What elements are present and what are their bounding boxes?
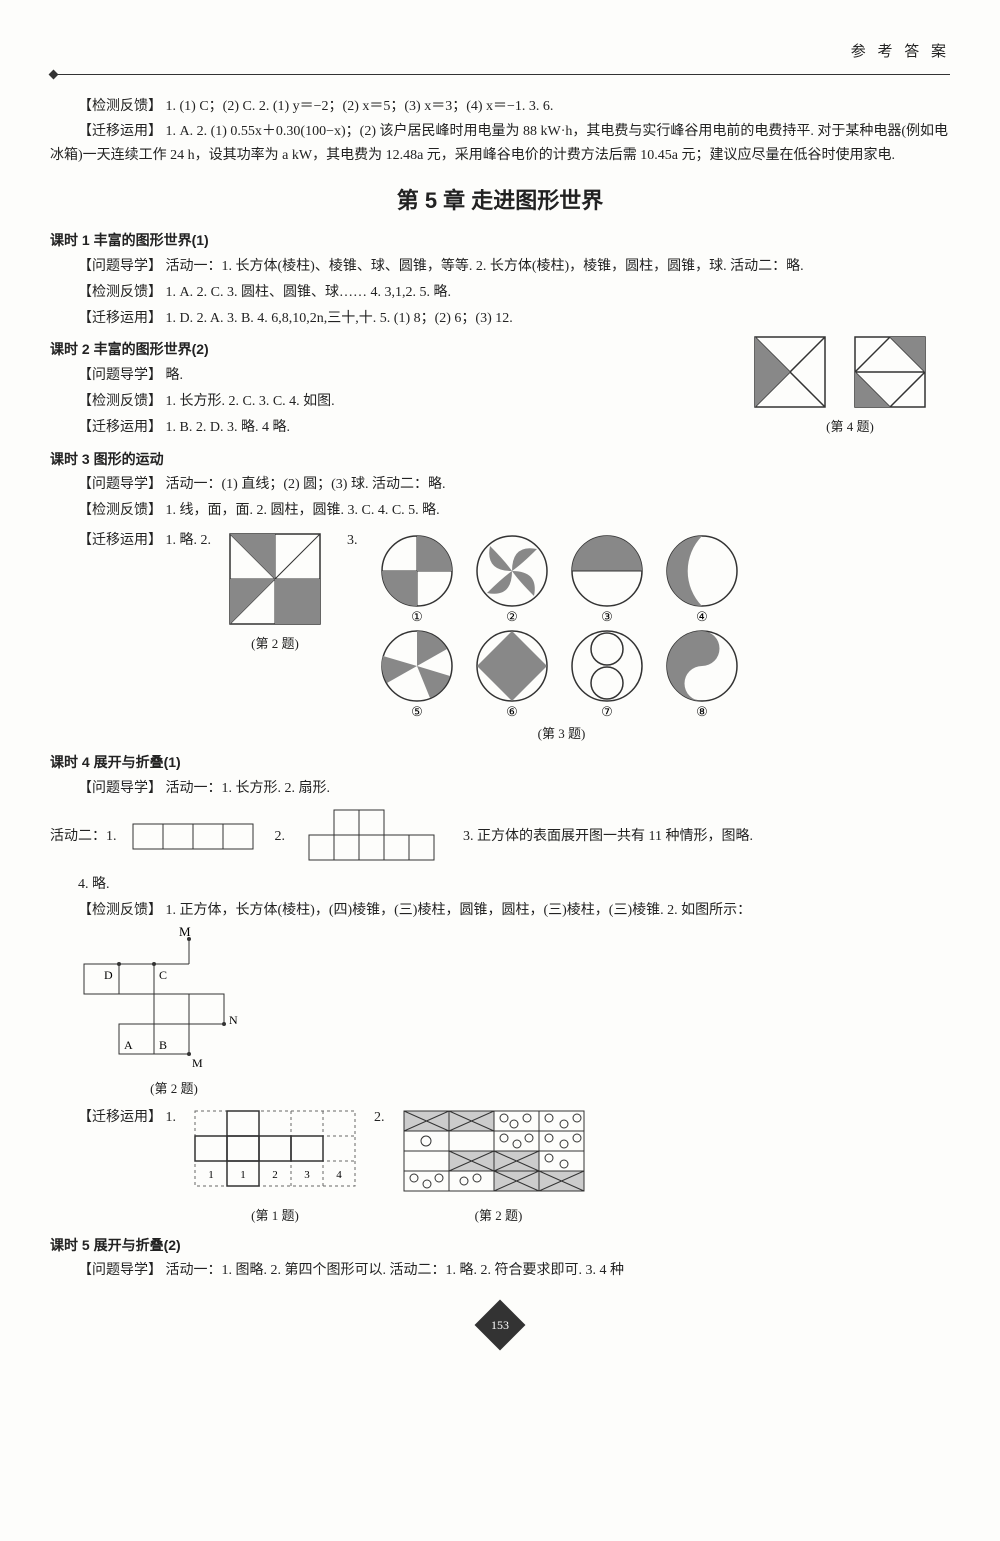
lesson-4-jcfk: 【检测反馈】 1. 正方体，长方体(棱柱)，(四)棱锥，(三)棱柱，圆锥，圆柱，…: [50, 899, 950, 923]
lesson-4-net-1: [131, 819, 261, 854]
lesson-4-net-2: [299, 807, 449, 867]
lesson-2-qyyy: 【迁移运用】 1. B. 2. D. 3. 略. 4 略.: [50, 416, 738, 440]
lesson-4-wtdx: 【问题导学】 活动一：1. 长方形. 2. 扇形.: [50, 777, 950, 801]
svg-text:M: M: [179, 924, 191, 939]
svg-text:C: C: [159, 968, 167, 982]
lesson-2-fig-caption: (第 4 题): [750, 416, 950, 438]
svg-text:A: A: [124, 1038, 133, 1052]
page-number: 153: [50, 1307, 950, 1343]
svg-text:N: N: [229, 1013, 238, 1027]
svg-text:①: ①: [411, 609, 423, 624]
top-line-2: 【迁移运用】 1. A. 2. (1) 0.55x＋0.30(100−x)；(2…: [50, 120, 950, 168]
lesson-4-qyyy-fig1: 1 1 2 3 4 (第 1 题): [190, 1106, 360, 1227]
lesson-4-hd2-2: 2.: [275, 825, 286, 849]
svg-text:1: 1: [240, 1169, 246, 1181]
lesson-1-qyyy: 【迁移运用】 1. D. 2. A. 3. B. 4. 6,8,10,2n,三十…: [50, 307, 950, 331]
page-header-title: 参 考 答 案: [50, 40, 950, 66]
top-line-1: 【检测反馈】 1. (1) C；(2) C. 2. (1) y＝−2；(2) x…: [50, 95, 950, 119]
lesson-3-title: 课时 3 图形的运动: [50, 448, 950, 472]
svg-text:③: ③: [601, 609, 613, 624]
lesson-3-jcfk: 【检测反馈】 1. 线，面，面. 2. 圆柱，圆锥. 3. C. 4. C. 5…: [50, 499, 950, 523]
lesson-3-fig-2: (第 2 题): [225, 529, 325, 655]
svg-text:3: 3: [304, 1169, 310, 1181]
lesson-4-qyyy: 【迁移运用】 1.: [78, 1106, 176, 1130]
lesson-4-fig-2: M D C N A B M (第 2 题): [50, 924, 950, 1100]
lesson-4-hd2-3: 3. 正方体的表面展开图一共有 11 种情形，图略.: [463, 825, 753, 849]
lesson-4-qyyy-fig2: (第 2 题): [399, 1106, 599, 1227]
lesson-5-wtdx: 【问题导学】 活动一：1. 图略. 2. 第四个图形可以. 活动二：1. 略. …: [50, 1259, 950, 1283]
svg-text:④: ④: [696, 609, 708, 624]
svg-text:⑧: ⑧: [696, 704, 708, 719]
lesson-1-title: 课时 1 丰富的图形世界(1): [50, 229, 950, 253]
svg-text:⑤: ⑤: [411, 704, 423, 719]
svg-text:B: B: [159, 1038, 167, 1052]
lesson-4-qyyy-2: 2.: [374, 1106, 385, 1130]
svg-text:⑥: ⑥: [506, 704, 518, 719]
svg-text:D: D: [104, 968, 113, 982]
lesson-1-wtdx: 【问题导学】 活动一：1. 长方体(棱柱)、棱锥、球、圆锥，等等. 2. 长方体…: [50, 255, 950, 279]
lesson-2-jcfk: 【检测反馈】 1. 长方形. 2. C. 3. C. 4. 如图.: [50, 390, 738, 414]
lesson-2-title: 课时 2 丰富的图形世界(2): [50, 338, 738, 362]
lesson-4-title: 课时 4 展开与折叠(1): [50, 751, 950, 775]
svg-text:⑦: ⑦: [601, 704, 613, 719]
lesson-5-title: 课时 5 展开与折叠(2): [50, 1234, 950, 1258]
lesson-1-jcfk: 【检测反馈】 1. A. 2. C. 3. 圆柱、圆锥、球…… 4. 3,1,2…: [50, 281, 950, 305]
lesson-3-qyyy-prefix: 【迁移运用】 1. 略. 2.: [78, 529, 211, 553]
lesson-4-hd2-1: 活动二：1.: [50, 825, 117, 849]
svg-text:M: M: [192, 1056, 203, 1070]
svg-text:②: ②: [506, 609, 518, 624]
lesson-2-figure-4: (第 4 题): [750, 332, 950, 438]
svg-text:4: 4: [336, 1169, 342, 1181]
lesson-4-hd2-4: 4. 略.: [50, 873, 950, 897]
svg-text:2: 2: [272, 1169, 278, 1181]
lesson-3-wtdx: 【问题导学】 活动一：(1) 直线；(2) 圆；(3) 球. 活动二：略.: [50, 473, 950, 497]
lesson-3-fig-3: ① ② ③ ④: [372, 529, 752, 745]
lesson-3-qyyy-3: 3.: [347, 529, 358, 553]
header-divider: [50, 74, 950, 75]
chapter-title: 第 5 章 走进图形世界: [50, 182, 950, 219]
svg-text:1: 1: [208, 1169, 214, 1181]
lesson-2-wtdx: 【问题导学】 略.: [50, 364, 738, 388]
